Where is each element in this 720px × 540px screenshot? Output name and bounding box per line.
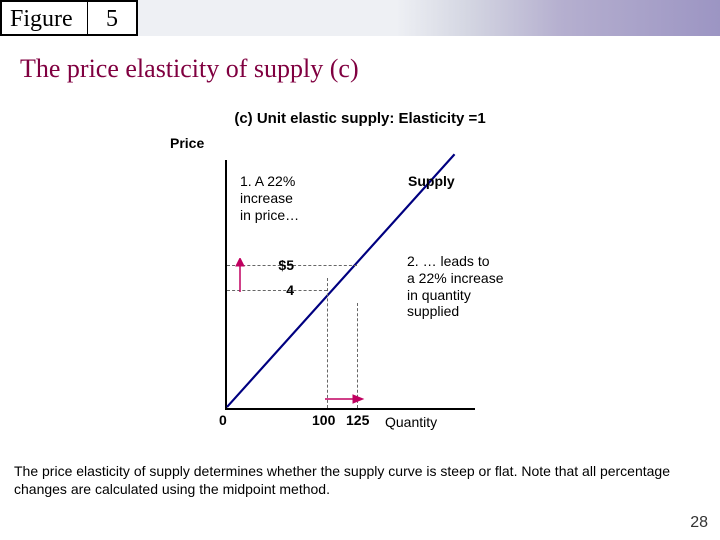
figure-number-cell: 5 bbox=[88, 0, 138, 36]
y-axis-label: Price bbox=[170, 135, 204, 151]
supply-label: Supply bbox=[408, 173, 455, 189]
annotation-quantity: 2. … leads to a 22% increase in quantity… bbox=[407, 253, 517, 320]
guide-v-100 bbox=[327, 278, 328, 408]
figure-label-cell: Figure bbox=[0, 0, 89, 36]
x-axis-label: Quantity bbox=[385, 414, 437, 430]
x-origin: 0 bbox=[219, 412, 227, 428]
page-number: 28 bbox=[690, 514, 708, 532]
x-tick-125: 125 bbox=[346, 412, 369, 428]
quantity-arrow bbox=[325, 392, 365, 406]
price-arrow bbox=[233, 258, 247, 296]
x-tick-100: 100 bbox=[312, 412, 335, 428]
y-tick-5: $5 bbox=[278, 257, 294, 273]
caption-text: The price elasticity of supply determine… bbox=[14, 462, 704, 498]
y-tick-4: 4 bbox=[286, 282, 294, 298]
chart-subtitle: (c) Unit elastic supply: Elasticity =1 bbox=[0, 110, 720, 127]
supply-chart: Price $5 4 0 100 125 1. A 22% increase i… bbox=[170, 135, 550, 445]
slide-title: The price elasticity of supply (c) bbox=[20, 54, 359, 84]
annotation-price: 1. A 22% increase in price… bbox=[240, 173, 320, 223]
